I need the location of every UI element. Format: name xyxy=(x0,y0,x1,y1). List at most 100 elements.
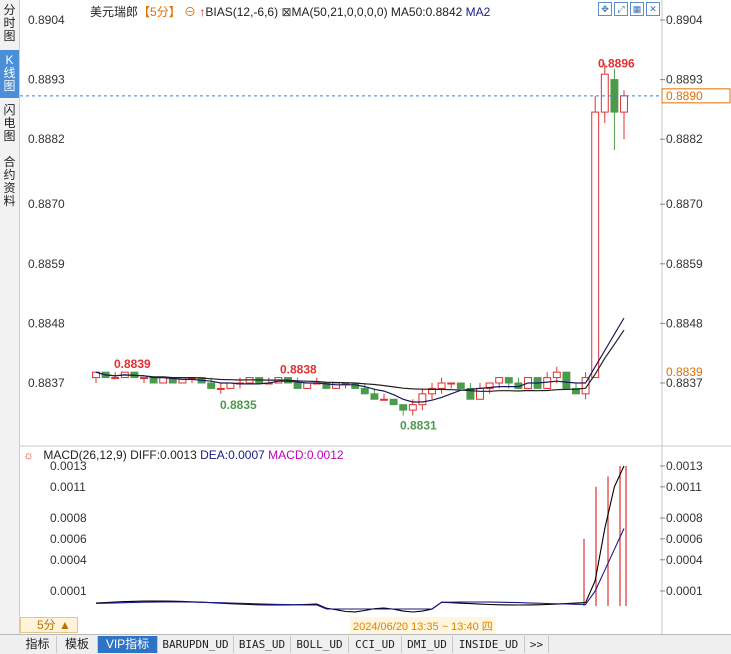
candle-body xyxy=(600,73,609,113)
tab-indicators[interactable]: 指标 xyxy=(19,636,57,653)
right-price-tick: 0.8904 xyxy=(666,13,703,27)
candle-body xyxy=(572,387,580,395)
left-macd-tick: 0.0006 xyxy=(50,532,87,546)
macd-value: MACD:0.0012 xyxy=(268,448,344,462)
tab-barupdn[interactable]: BARUPDN_UD xyxy=(158,636,234,653)
candle-body xyxy=(456,382,465,389)
price-annotation: 0.8896 xyxy=(598,56,635,70)
candle-body xyxy=(380,398,388,401)
move-icon[interactable]: ✥ xyxy=(598,2,612,16)
right-macd-tick: 0.0013 xyxy=(666,459,703,473)
candle-body xyxy=(303,382,312,389)
candle-body xyxy=(476,387,484,400)
candle-body xyxy=(552,371,561,379)
tab-dmi[interactable]: DMI_UD xyxy=(402,636,453,653)
left-price-tick: 0.8882 xyxy=(28,132,65,146)
chart-header: 美元瑞郎【5分】 ⊖ ↑BIAS(12,-6,6) ⊠MA(50,21,0,0,… xyxy=(90,3,490,20)
candle-body xyxy=(620,95,628,113)
tab-fenshi-label: 分时图 xyxy=(3,3,16,43)
bias-label[interactable]: BIAS(12,-6,6) xyxy=(205,5,279,19)
candle-body xyxy=(360,387,369,395)
grid-icon[interactable]: ▦ xyxy=(630,2,644,16)
ma-label[interactable]: MA(50,21,0,0,0,0) xyxy=(291,5,388,19)
candle-body xyxy=(178,377,187,384)
tab-contract-info-label: 合约资料 xyxy=(3,155,16,208)
price-annotation: 0.8831 xyxy=(400,419,437,433)
left-macd-tick: 0.0008 xyxy=(50,511,87,525)
candle-body xyxy=(149,377,158,384)
time-range: 2024/06/20 13:35 ~ 13:40 四 xyxy=(350,617,496,635)
symbol-name: 美元瑞郎 xyxy=(90,5,139,19)
period-label[interactable]: 【5分】 xyxy=(138,5,181,19)
left-price-tick: 0.8893 xyxy=(28,73,65,87)
chart-canvas[interactable]: 0.8904 0.8904 0.8893 0.8893 0.8882 0.8882 0.88… xyxy=(20,0,731,634)
candle-body xyxy=(543,377,552,389)
indicator-tab-bar: 指标 模板 VIP指标 BARUPDN_UD BIAS_UD BOLL_UD C… xyxy=(0,634,731,654)
right-macd-tick: 0.0011 xyxy=(666,480,702,494)
macd-diff-line xyxy=(95,465,625,613)
left-macd-tick: 0.0001 xyxy=(50,584,87,598)
candle-body xyxy=(485,382,494,389)
candle-body xyxy=(504,377,513,384)
macd-diff: DIFF:0.0013 xyxy=(130,448,197,462)
left-price-tick: 0.8848 xyxy=(28,316,65,330)
macd-lines xyxy=(95,465,625,613)
tab-fenshi[interactable]: 分时图 xyxy=(0,0,19,45)
tab-contract-info[interactable]: 合约资料 xyxy=(0,152,19,214)
period-button-label: 5分 ▲ xyxy=(37,618,71,632)
candle-body xyxy=(418,393,427,406)
price-annotation: 0.8838 xyxy=(280,363,317,377)
tab-vip-indicators[interactable]: VIP指标 xyxy=(98,636,158,653)
tab-cci[interactable]: CCI_UD xyxy=(349,636,402,653)
ma50-label: MA50:0.8842 xyxy=(390,5,463,19)
candle-body xyxy=(399,404,408,411)
expand-icon[interactable]: ⤢ xyxy=(614,2,628,16)
left-price-tick: 0.8859 xyxy=(28,257,65,271)
macd-axis: 0.0013 0.0013 0.0011 0.0011 0.0008 0.0008 0.00… xyxy=(50,459,703,598)
right-price-tick: 0.8837 xyxy=(666,376,703,390)
right-price-tick: 0.8882 xyxy=(666,132,703,146)
tab-bias[interactable]: BIAS_UD xyxy=(234,636,291,653)
candle-body xyxy=(428,387,436,395)
tab-more[interactable]: >> xyxy=(525,636,549,653)
left-macd-tick: 0.0011 xyxy=(50,480,86,494)
candle-body xyxy=(389,398,398,406)
candle-body xyxy=(140,377,148,380)
macd-histogram xyxy=(583,466,627,606)
candle-body xyxy=(562,371,571,389)
candle-body xyxy=(216,387,225,390)
close-icon[interactable]: ✕ xyxy=(646,2,660,16)
right-price-tick: 0.8870 xyxy=(666,197,703,211)
period-button[interactable]: 5分 ▲ xyxy=(20,617,78,633)
candle-body xyxy=(293,382,302,389)
circle-icon[interactable]: ⊖ xyxy=(184,5,197,19)
tab-shandian[interactable]: 闪电图 xyxy=(0,100,19,150)
settings-sun-icon[interactable]: ☼ xyxy=(23,448,34,462)
macd-dea-line xyxy=(95,528,625,610)
candle-body xyxy=(581,377,590,395)
left-macd-tick: 0.0004 xyxy=(50,553,87,567)
candle-body xyxy=(332,382,340,389)
right-marker-label: 0.8839 xyxy=(666,365,703,379)
right-price-tick: 0.8893 xyxy=(666,73,703,87)
right-price-tick: 0.8859 xyxy=(666,257,703,271)
tab-boll[interactable]: BOLL_UD xyxy=(291,636,349,653)
right-price-tick: 0.8848 xyxy=(666,316,703,330)
tab-inside[interactable]: INSIDE_UD xyxy=(453,636,525,653)
macd-title[interactable]: MACD(26,12,9) xyxy=(43,448,127,462)
candle-body xyxy=(111,377,120,380)
chart-area[interactable]: 0.8904 0.8904 0.8893 0.8893 0.8882 0.8882 0.88… xyxy=(20,0,731,634)
right-macd-tick: 0.0004 xyxy=(666,553,703,567)
macd-header: ☼ MACD(26,12,9) DIFF:0.0013 DEA:0.0007 M… xyxy=(23,448,344,462)
macd-dea: DEA:0.0007 xyxy=(200,448,265,462)
ma2-label: MA2 xyxy=(465,5,491,19)
candle-body xyxy=(447,382,456,385)
price-annotation: 0.8839 xyxy=(114,357,151,371)
candle-body xyxy=(437,382,446,389)
right-macd-tick: 0.0008 xyxy=(666,511,703,525)
candle-body xyxy=(322,382,331,389)
tab-templates[interactable]: 模板 xyxy=(57,636,98,653)
left-price-tick: 0.8904 xyxy=(28,13,65,27)
